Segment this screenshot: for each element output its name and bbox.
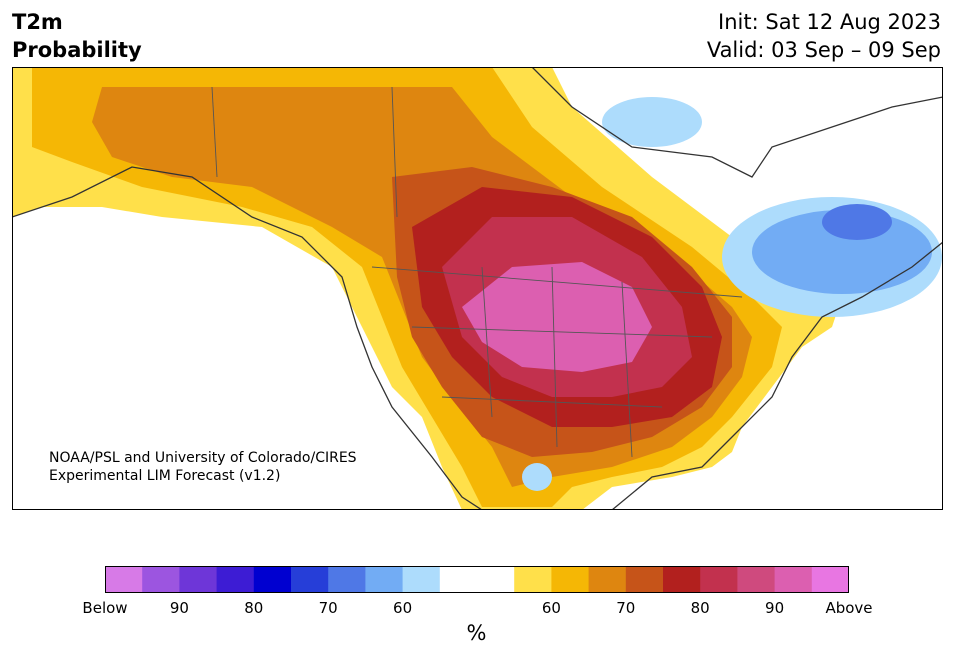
colorbar-unit: %: [466, 621, 487, 645]
shade-below-60-mexico: [522, 463, 552, 491]
colorbar-tick-label: 60: [541, 599, 561, 617]
colorbar-tick-label: 80: [244, 599, 264, 617]
colorbar-tick-label: Below: [82, 599, 128, 617]
init-date: Init: Sat 12 Aug 2023: [718, 10, 941, 34]
colorbar-swatch: [179, 566, 218, 593]
shade-below-60-north: [602, 97, 702, 147]
forecast-dates: Init: Sat 12 Aug 2023 Valid: 03 Sep – 09…: [707, 8, 941, 64]
colorbar-tick-label: 90: [169, 599, 189, 617]
colorbar-tick-label: Above: [825, 599, 873, 617]
colorbar-swatch: [253, 566, 292, 593]
colorbar-tick-label: 70: [616, 599, 636, 617]
shade-below-80-east: [822, 204, 892, 240]
political-boundaries: [211, 86, 743, 458]
colorbar-tick-label: 80: [690, 599, 710, 617]
colorbar-swatch: [142, 566, 180, 593]
credit-line-1: NOAA/PSL and University of Colorado/CIRE…: [49, 450, 357, 466]
probability-map: [12, 67, 943, 510]
shade-very-high: [462, 262, 652, 372]
colorbar-border: [105, 566, 849, 593]
coastlines: [12, 67, 943, 510]
colorbar-labels: Below 90 80 70 60 60 70 80 90 Above: [0, 599, 953, 619]
colorbar-swatch: [477, 566, 515, 593]
colorbar-swatch: [551, 566, 590, 593]
title-variable: T2m: [12, 10, 63, 34]
credit-line-2: Experimental LIM Forecast (v1.2): [49, 468, 281, 484]
colorbar-swatch: [811, 566, 849, 593]
data-credit: NOAA/PSL and University of Colorado/CIRE…: [49, 449, 357, 485]
colorbar-swatch: [514, 566, 552, 593]
colorbar-tick-label: 90: [765, 599, 785, 617]
colorbar-swatch: [737, 566, 776, 593]
colorbar-swatch: [774, 566, 813, 593]
colorbar-swatch: [700, 566, 738, 593]
colorbar-swatch: [402, 566, 441, 593]
colorbar-swatch: [625, 566, 664, 593]
colorbar-swatch: [216, 566, 255, 593]
colorbar-swatch: [663, 566, 701, 593]
map-title: T2m Probability: [12, 8, 142, 64]
valid-range: Valid: 03 Sep – 09 Sep: [706, 38, 941, 62]
title-type: Probability: [12, 38, 142, 62]
colorbar-swatch: [105, 566, 143, 593]
probability-shading: [12, 67, 942, 510]
colorbar-swatch: [291, 566, 329, 593]
colorbar: [105, 566, 849, 593]
colorbar-tick-label: 70: [318, 599, 338, 617]
colorbar-tick-label: 60: [393, 599, 413, 617]
colorbar-swatch: [588, 566, 627, 593]
colorbar-swatch: [328, 566, 366, 593]
colorbar-swatch: [439, 566, 478, 593]
colorbar-swatch: [365, 566, 404, 593]
